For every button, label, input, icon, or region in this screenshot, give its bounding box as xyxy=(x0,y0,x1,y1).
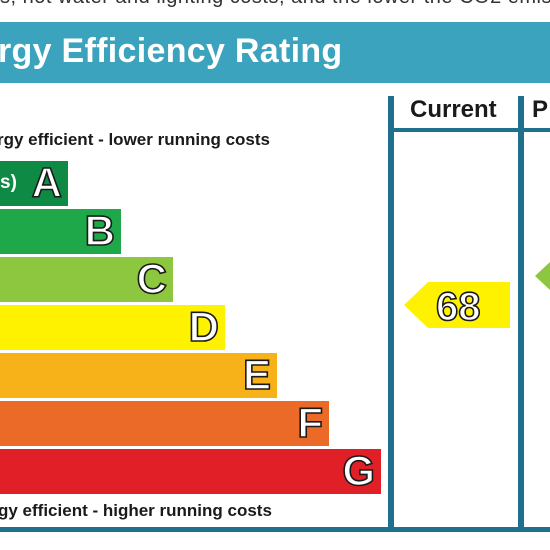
potential-rating-arrow xyxy=(535,262,550,290)
potential-header-underline xyxy=(521,128,550,132)
current-rating-arrow xyxy=(404,282,510,328)
current-header-underline xyxy=(391,128,521,132)
top-caption: s, hot water and lighting costs, and the… xyxy=(0,0,550,9)
rating-band-d: D xyxy=(0,302,225,351)
band-letter: A xyxy=(31,158,63,207)
band-letter: E xyxy=(242,350,272,399)
current-column-right-divider xyxy=(518,96,524,530)
band-range-label: s) xyxy=(0,172,17,193)
caption-inefficient: gy efficient - higher running costs xyxy=(0,501,272,520)
band-letter: F xyxy=(297,398,324,447)
current-column-left-divider xyxy=(388,96,394,530)
bottom-border xyxy=(0,527,550,532)
page-title: rgy Efficiency Rating xyxy=(0,32,343,70)
rating-band-a: s) A xyxy=(0,158,68,207)
top-caption-strip: s, hot water and lighting costs, and the… xyxy=(0,0,550,22)
current-column-header: Current xyxy=(410,96,497,123)
caption-efficient: rgy efficient - lower running costs xyxy=(0,130,270,149)
header-bar: rgy Efficiency Rating xyxy=(0,22,550,83)
band-letter: C xyxy=(136,254,168,303)
rating-band-e: E xyxy=(0,350,277,399)
rating-band-c: C xyxy=(0,254,173,303)
potential-column-header: P xyxy=(532,96,549,123)
band-letter: B xyxy=(84,206,116,255)
band-letter: G xyxy=(342,446,376,495)
band-letter: D xyxy=(188,302,220,351)
rating-band-f: F xyxy=(0,398,329,447)
rating-band-g: G xyxy=(0,446,381,495)
current-rating-value: 68 xyxy=(435,284,481,330)
rating-band-b: B xyxy=(0,206,121,255)
